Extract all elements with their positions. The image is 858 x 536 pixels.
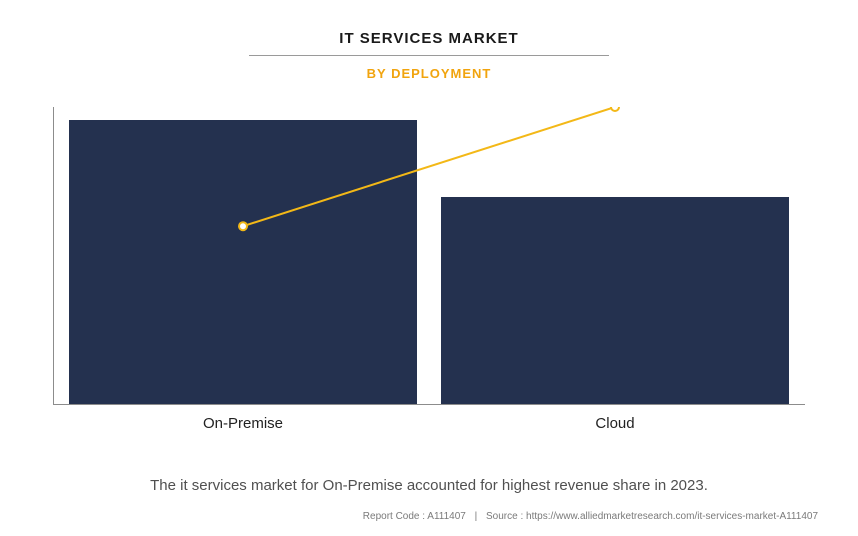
source-label: Source : — [486, 511, 523, 522]
footer-separator: | — [475, 511, 478, 522]
page-root: IT SERVICES MARKET BY DEPLOYMENT On-Prem… — [0, 0, 858, 536]
chart-subtitle: BY DEPLOYMENT — [40, 66, 818, 81]
chart-area — [53, 107, 805, 405]
x-axis-line — [53, 404, 805, 405]
report-label: Report Code : — [363, 511, 425, 522]
x-label-cloud: Cloud — [595, 415, 634, 432]
chart-title: IT SERVICES MARKET — [339, 30, 518, 55]
trend-marker-1 — [611, 107, 619, 111]
title-divider — [249, 55, 609, 56]
caption-text: The it services market for On-Premise ac… — [40, 477, 818, 494]
report-code: A111407 — [427, 511, 466, 522]
y-axis-line — [53, 107, 54, 405]
footer-meta: Report Code : A111407 | Source : https:/… — [363, 511, 818, 522]
source-text: https://www.alliedmarketresearch.com/it-… — [526, 511, 818, 522]
x-axis-labels: On-Premise Cloud — [53, 415, 805, 435]
bar-cloud — [441, 197, 789, 404]
x-label-on-premise: On-Premise — [203, 415, 283, 432]
bar-on-premise — [69, 120, 417, 404]
title-block: IT SERVICES MARKET BY DEPLOYMENT — [40, 30, 818, 81]
